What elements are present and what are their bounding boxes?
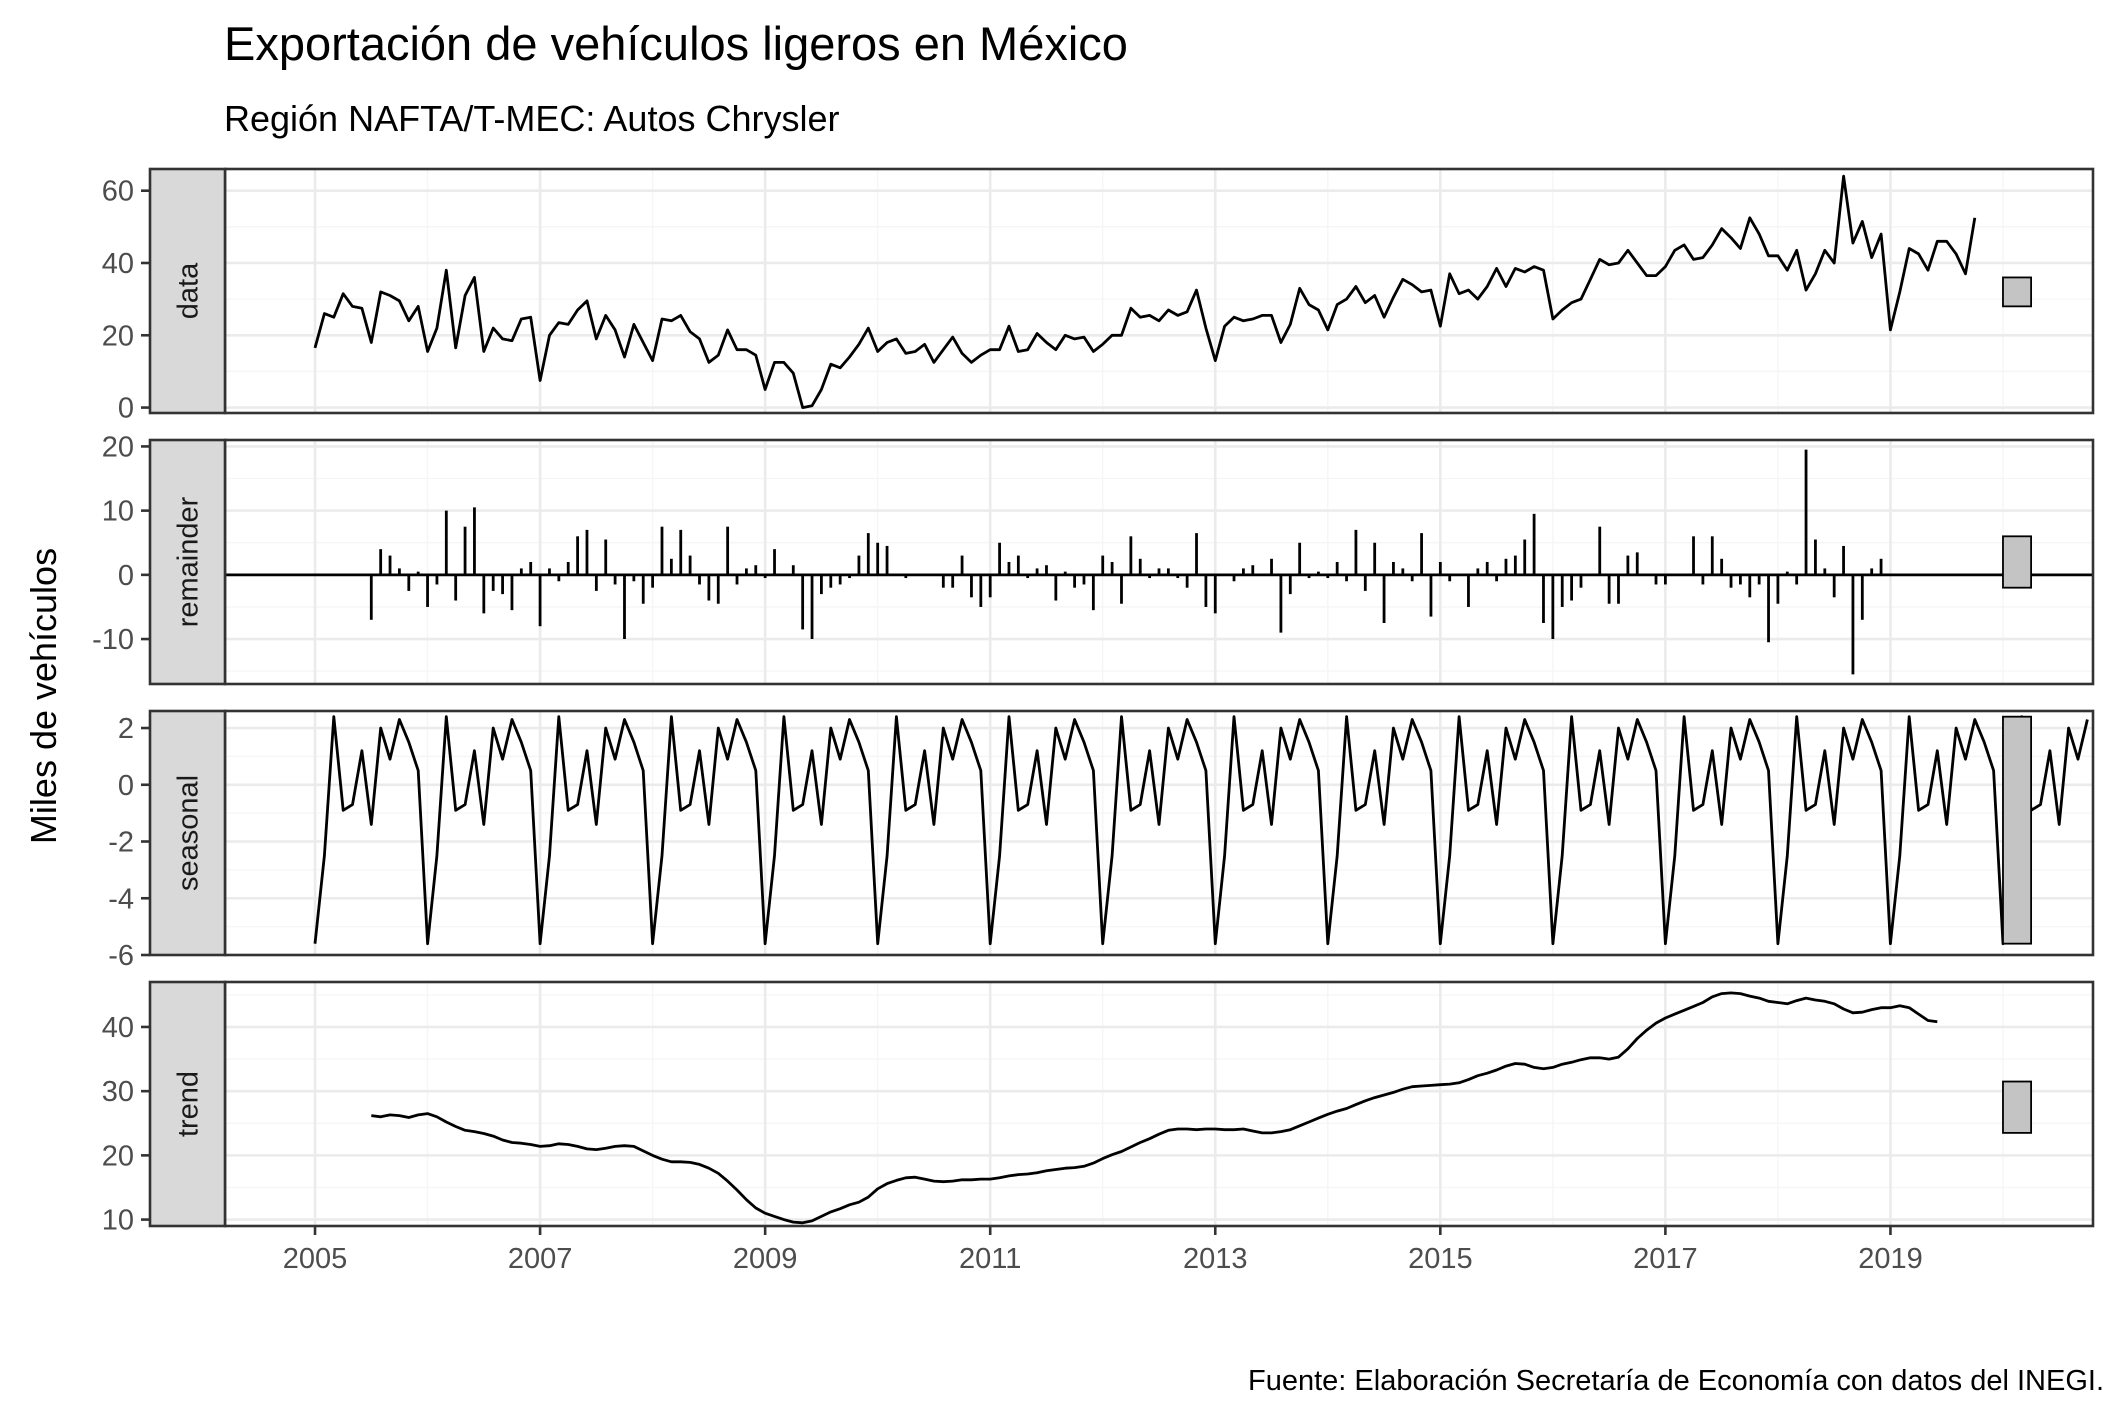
y-tick-label: 20 xyxy=(102,320,134,352)
x-tick-label: 2013 xyxy=(1183,1243,1248,1275)
x-tick-label: 2009 xyxy=(733,1243,798,1275)
y-tick-label: 60 xyxy=(102,176,134,208)
panel-background xyxy=(225,982,2093,1226)
panel-background xyxy=(225,169,2093,413)
y-tick-label: 0 xyxy=(118,560,134,592)
panels: data0204060remainder-1001020seasonal-6-4… xyxy=(92,167,2095,1237)
data-line xyxy=(313,174,1977,410)
range-bar xyxy=(2002,715,2033,945)
chart-title: Exportación de vehículos ligeros en Méxi… xyxy=(224,17,1128,70)
y-tick-label: 20 xyxy=(102,1140,134,1172)
panel-data: data 0 20 40 60 xyxy=(102,167,2095,425)
strip-background xyxy=(148,438,227,686)
chart-subtitle: Región NAFTA/T-MEC: Autos Chrysler xyxy=(224,98,840,139)
y-axis-label: Miles de vehículos xyxy=(23,548,64,844)
strip-label-data: data xyxy=(173,262,205,319)
strip-label-trend: trend xyxy=(173,1071,205,1137)
y-tick-label: 40 xyxy=(102,1012,134,1044)
y-tick-label: -6 xyxy=(108,940,134,972)
x-axis: 2005 2007 2009 2011 2013 2015 2017 2019 xyxy=(283,1226,1923,1275)
range-bar xyxy=(2002,276,2033,308)
x-tick-label: 2011 xyxy=(959,1243,1021,1275)
range-bar xyxy=(2002,1080,2033,1134)
y-tick-label: 0 xyxy=(118,770,134,802)
chart-caption: Fuente: Elaboración Secretaría de Econom… xyxy=(1248,1365,2104,1397)
y-tick-label: 10 xyxy=(102,496,134,528)
strip-background xyxy=(148,709,227,957)
strip-label-remainder: remainder xyxy=(173,496,205,627)
y-tick-label: 20 xyxy=(102,431,134,463)
panel-background xyxy=(225,440,2093,684)
x-tick-label: 2017 xyxy=(1633,1243,1698,1275)
y-tick-label: -4 xyxy=(108,883,134,915)
strip-label-seasonal: seasonal xyxy=(173,775,205,891)
panel-remainder: remainder -10 0 10 20 xyxy=(92,431,2095,686)
x-tick-label: 2005 xyxy=(283,1243,348,1275)
seasonal-line xyxy=(313,715,2089,946)
y-tick-label: 2 xyxy=(118,713,134,745)
y-tick-label: 30 xyxy=(102,1076,134,1108)
x-tick-label: 2019 xyxy=(1858,1243,1923,1275)
y-tick-label: 10 xyxy=(102,1205,134,1237)
y-tick-label: -2 xyxy=(108,827,134,859)
y-tick-label: -10 xyxy=(92,624,134,656)
range-bar xyxy=(2002,535,2033,589)
x-tick-label: 2007 xyxy=(508,1243,573,1275)
panel-seasonal: seasonal -6 -4 -2 0 2 xyxy=(108,709,2095,972)
y-tick-label: 0 xyxy=(118,393,134,425)
x-tick-label: 2015 xyxy=(1408,1243,1473,1275)
y-tick-label: 40 xyxy=(102,248,134,280)
trend-line xyxy=(371,991,1938,1225)
panel-trend: trend 10 20 30 40 xyxy=(102,980,2095,1237)
strip-background xyxy=(148,167,227,415)
strip-background xyxy=(148,980,227,1228)
